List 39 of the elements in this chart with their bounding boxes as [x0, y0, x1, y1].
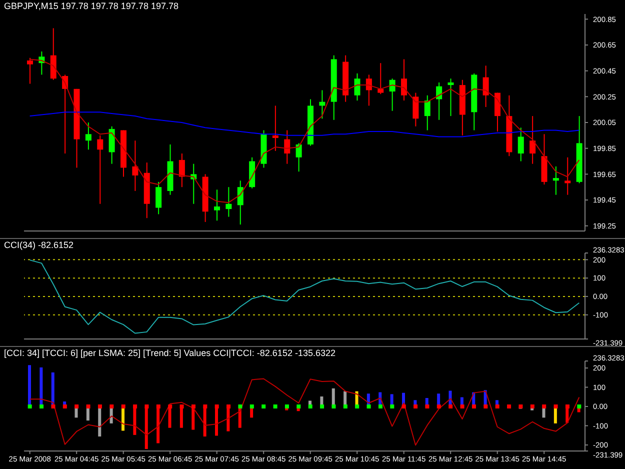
candlestick: [284, 130, 290, 164]
candlestick: [436, 82, 442, 120]
candlestick: [482, 65, 489, 108]
candlestick: [412, 92, 419, 127]
candlestick: [319, 90, 326, 120]
candlestick: [226, 186, 232, 218]
candlestick: [85, 122, 92, 150]
chart-title: [CCI: 34] [TCCI: 6] [per LSMA: 25] [Trend: 5] Values CCI|TCCI: -82.6152 -135.6322: [4, 348, 336, 358]
candlestick: [132, 140, 138, 192]
chart-title: CCI(34) -82.6152: [4, 240, 74, 250]
candlestick: [378, 62, 384, 95]
candlestick: [366, 74, 372, 106]
candlestick: [424, 94, 430, 131]
candlestick: [27, 57, 33, 84]
line-series: [29, 260, 580, 334]
candlestick: [354, 72, 360, 102]
candlestick: [564, 156, 571, 196]
chart-title: GBPJPY,M15 197.78 197.78 197.78 197.78: [4, 1, 178, 11]
candlestick: [401, 58, 407, 102]
line-series: [29, 112, 580, 138]
candlestick: [518, 127, 524, 162]
candlestick: [50, 28, 56, 80]
candlestick: [178, 153, 185, 188]
candlestick: [156, 181, 162, 215]
candlestick: [97, 134, 104, 204]
candlestick: [448, 78, 454, 117]
candlestick: [552, 166, 559, 196]
candlestick: [389, 78, 396, 112]
candlestick: [296, 142, 302, 172]
bar: [40, 367, 43, 406]
candlestick: [108, 126, 115, 164]
bar: [28, 365, 31, 406]
candlestick: [237, 180, 244, 226]
candlestick: [494, 92, 500, 132]
line-series: [29, 378, 580, 446]
candlestick: [530, 116, 536, 164]
bar: [51, 372, 54, 406]
candlestick: [272, 105, 278, 152]
candlestick: [214, 189, 220, 222]
